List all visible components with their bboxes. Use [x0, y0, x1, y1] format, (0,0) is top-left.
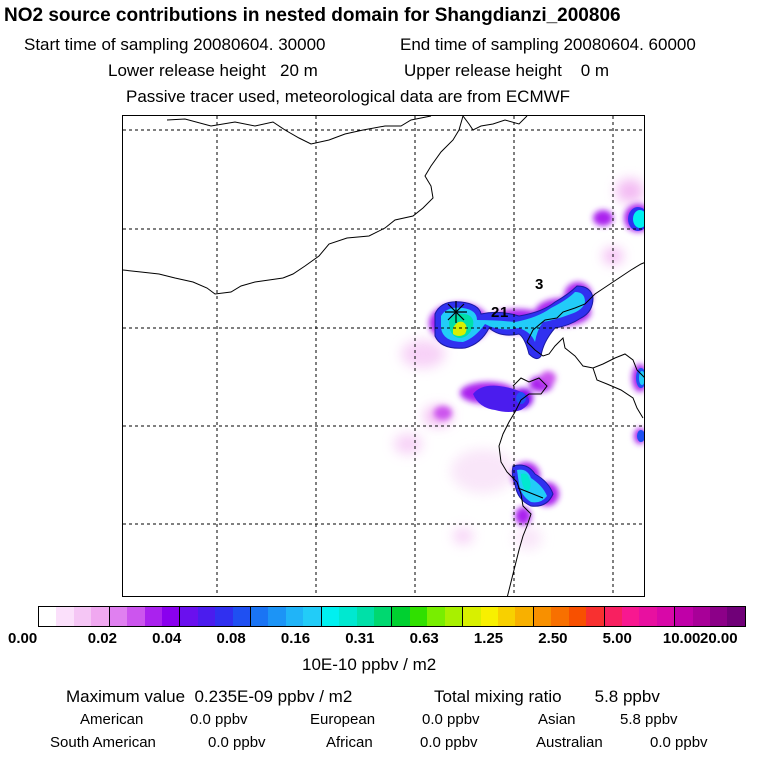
color-scale-tick-label: 10.00: [662, 630, 701, 647]
tracer-note: Passive tracer used, meteorological data…: [126, 87, 571, 106]
marker-label-3: 3: [535, 276, 543, 293]
color-scale-swatch: [339, 607, 357, 626]
color-scale-swatch: [232, 607, 252, 626]
plot-title: NO2 source contributions in nested domai…: [4, 5, 621, 26]
marker-label-1: 1: [500, 304, 508, 321]
color-scale-swatch: [551, 607, 569, 626]
map-canvas: 2 1 3: [123, 116, 644, 596]
graticule: [123, 116, 644, 596]
max-value: Maximum value 0.235E-09 ppbv / m2: [66, 687, 353, 706]
total-mixing-ratio: Total mixing ratio 5.8 ppbv: [434, 687, 660, 706]
color-scale-swatch: [215, 607, 233, 626]
color-scale-unit: 10E-10 ppbv / m2: [302, 655, 437, 674]
color-scale-tick-label: 2.50: [538, 630, 568, 647]
color-scale-swatch: [321, 607, 340, 626]
color-scale-tick-label: 0.63: [409, 630, 439, 647]
end-time: End time of sampling 20080604. 60000: [400, 35, 696, 54]
american-label: American: [80, 711, 144, 728]
color-scale-tick-label: 1.25: [473, 630, 504, 647]
color-scale-swatch: [427, 607, 445, 626]
color-scale-tick-label: 0.00: [8, 630, 38, 647]
color-scale-swatch: [73, 607, 92, 626]
color-scale-swatch: [710, 607, 728, 626]
plume-halo: [394, 179, 644, 550]
release-site-marker: [445, 301, 467, 323]
marker-label-2: 2: [491, 304, 499, 321]
color-scale-swatch: [268, 607, 286, 626]
color-scale-swatch: [586, 607, 605, 626]
color-scale-swatch: [91, 607, 110, 626]
color-scale-swatch: [392, 607, 410, 626]
color-scale-swatch: [356, 607, 375, 626]
african-value: 0.0 ppbv: [420, 734, 478, 751]
color-scale-swatch: [497, 607, 516, 626]
color-scale-swatch: [127, 607, 145, 626]
color-scale-swatch: [533, 607, 552, 626]
asian-value: 5.8 ppbv: [620, 711, 678, 728]
color-scale-tick-label: 5.00: [602, 630, 632, 647]
australian-label: Australian: [536, 734, 603, 751]
lower-release-height: Lower release height 20 m: [108, 61, 318, 80]
color-scale-swatch: [727, 607, 745, 626]
european-label: European: [310, 711, 376, 728]
color-scale-tick-label: 20.00: [700, 630, 738, 647]
color-scale-swatch: [656, 607, 676, 626]
color-scale-swatch: [39, 607, 57, 626]
color-scale-swatch: [197, 607, 216, 626]
color-scale-tick-label: 0.02: [87, 630, 117, 647]
african-label: African: [326, 734, 373, 751]
color-scale-swatch: [285, 607, 304, 626]
american-value: 0.0 ppbv: [190, 711, 248, 728]
map-panel: 2 1 3: [122, 115, 645, 597]
color-scale-tick-label: 0.31: [345, 630, 375, 647]
color-scale-swatch: [374, 607, 393, 626]
color-scale-swatch: [56, 607, 74, 626]
south-american-label: South American: [50, 734, 156, 751]
color-scale-swatch: [161, 607, 181, 626]
european-value: 0.0 ppbv: [422, 711, 480, 728]
color-scale-swatch: [692, 607, 711, 626]
color-scale-swatch: [444, 607, 464, 626]
color-scale-bar: [38, 606, 746, 627]
color-scale-tick-label: 0.08: [216, 630, 246, 647]
boundaries: [123, 116, 644, 596]
color-scale-swatch: [109, 607, 128, 626]
color-scale-swatch: [675, 607, 693, 626]
color-scale-labels: 0.00 0.02 0.04 0.08 0.16 0.31 0.63 1.25 2.50 5.00…: [0, 630, 768, 650]
asian-label: Asian: [538, 711, 576, 728]
color-scale-swatch: [409, 607, 428, 626]
color-scale-swatch: [568, 607, 587, 626]
australian-value: 0.0 ppbv: [650, 734, 708, 751]
color-scale-swatch: [180, 607, 198, 626]
color-scale-swatch: [604, 607, 622, 626]
color-scale-swatch: [303, 607, 322, 626]
color-scale-swatch: [621, 607, 640, 626]
color-scale-swatch: [515, 607, 534, 626]
color-scale-swatch: [639, 607, 657, 626]
start-time: Start time of sampling 20080604. 30000: [24, 35, 326, 54]
south-american-value: 0.0 ppbv: [208, 734, 266, 751]
color-scale-tick-label: 0.16: [280, 630, 311, 647]
upper-release-height: Upper release height 0 m: [404, 61, 610, 80]
color-scale-swatch: [251, 607, 269, 626]
color-scale-tick-label: 0.04: [152, 630, 182, 647]
color-scale-swatch: [480, 607, 498, 626]
color-scale-swatch: [463, 607, 481, 626]
color-scale-swatch: [144, 607, 162, 626]
